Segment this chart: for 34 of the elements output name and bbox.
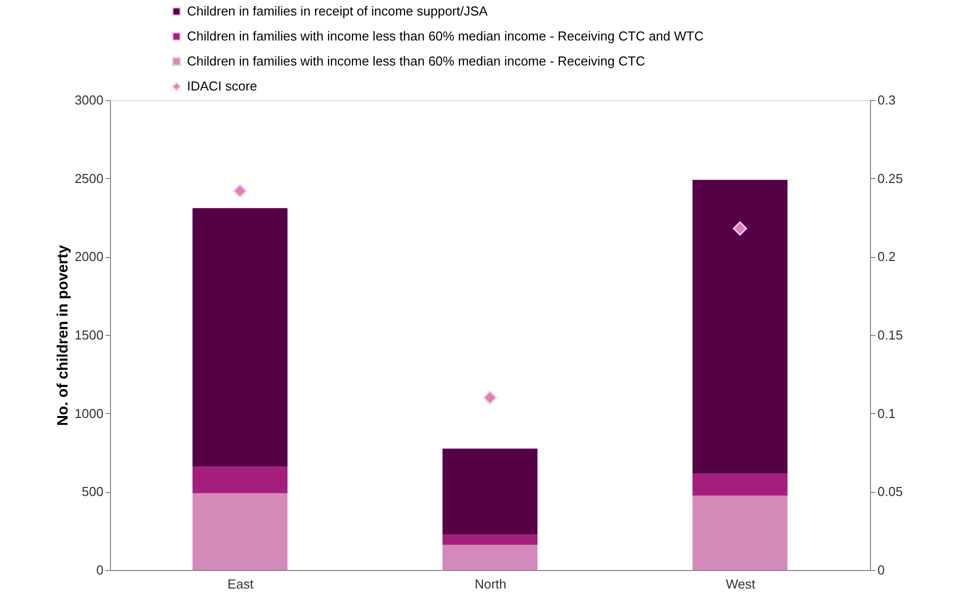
legend-label: IDACI score	[187, 78, 258, 94]
bar	[192, 493, 288, 570]
y-tick-label: 2500	[74, 170, 104, 186]
y2-tick-label: 0	[878, 562, 885, 578]
legend-label: Children in families in receipt of income support/JSA	[187, 4, 488, 18]
y2-tick-label: 0.1	[878, 406, 896, 421]
y-axis-title: No. of children in poverty	[54, 244, 72, 426]
x-tick-label: North	[474, 576, 506, 592]
y2-tick-label: 0.2	[878, 249, 896, 264]
point	[732, 221, 748, 236]
y2-tick-label: 0.3	[878, 92, 896, 108]
legend-label: Children in families with income less than 60% median income - Receiving CTC and WTC	[187, 28, 704, 44]
y-tick-label: 3000	[74, 92, 104, 108]
bar	[192, 466, 288, 494]
y2-tick-label: 0.15	[878, 328, 903, 342]
bar	[442, 544, 538, 570]
legend-label: Children in families with income less than 60% median income - Receiving CTC	[187, 54, 646, 68]
bar	[692, 496, 788, 570]
y2-tick-label: 0.25	[878, 170, 903, 186]
bar	[192, 208, 288, 467]
bar	[442, 448, 538, 535]
y-tick-label: 2000	[74, 249, 104, 264]
y2-tick-label: 0.05	[878, 484, 903, 500]
y-tick-label: 1500	[74, 328, 104, 342]
point	[232, 184, 248, 198]
bar	[692, 180, 788, 474]
bar	[442, 534, 538, 545]
bar	[692, 474, 788, 496]
x-tick-label: West	[726, 576, 756, 592]
x-tick-label: East	[227, 576, 254, 592]
y-tick-label: 500	[82, 484, 104, 500]
y-tick-label: 1000	[74, 406, 104, 421]
y-tick-label: 0	[96, 562, 104, 578]
point	[482, 390, 498, 405]
